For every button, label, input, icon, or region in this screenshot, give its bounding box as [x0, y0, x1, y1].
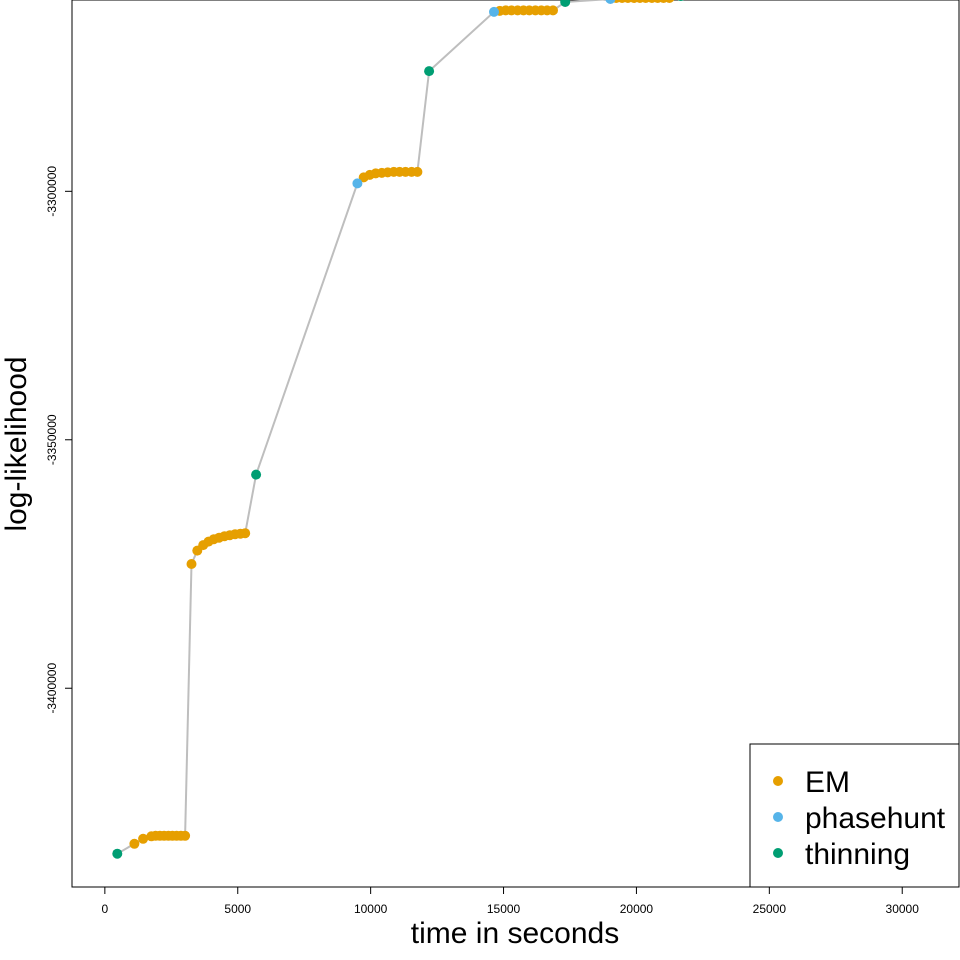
x-tick-label: 30000 [886, 902, 920, 916]
point-em [138, 833, 149, 844]
x-tick-label: 20000 [620, 902, 654, 916]
y-tick-label: -3350000 [45, 414, 59, 465]
x-tick-label: 25000 [753, 902, 787, 916]
y-tick-label: -3300000 [45, 166, 59, 217]
x-tick-label: 5000 [224, 902, 251, 916]
legend-label-em: EM [805, 766, 850, 799]
legend-label-thinning: thinning [805, 838, 910, 871]
point-em [664, 0, 674, 3]
legend-label-phasehunt: phasehunt [805, 802, 946, 835]
point-phasehunt [605, 0, 616, 4]
point-thinning [112, 848, 123, 859]
point-em [548, 5, 558, 16]
x-tick-label: 0 [102, 902, 109, 916]
data-points-layer [112, 0, 684, 859]
point-em [180, 830, 191, 841]
point-em [129, 838, 140, 849]
x-axis: 0 5000 10000 15000 20000 25000 30000 [102, 886, 920, 916]
point-thinning [560, 0, 571, 7]
legend: EM phasehunt thinning [749, 743, 960, 888]
point-em [186, 559, 197, 569]
legend-marker-em [773, 776, 783, 786]
point-phasehunt [352, 178, 363, 189]
y-axis: -3400000 -3350000 -3300000 [45, 166, 73, 714]
x-axis-title: time in seconds [411, 917, 619, 950]
point-phasehunt [489, 6, 499, 17]
legend-marker-phasehunt [773, 812, 783, 822]
point-thinning [424, 66, 435, 77]
legend-box [749, 743, 960, 888]
legend-marker-thinning [773, 848, 783, 858]
point-thinning [251, 469, 262, 480]
x-tick-label: 10000 [354, 902, 388, 916]
point-em [240, 528, 251, 539]
x-tick-label: 15000 [487, 902, 521, 916]
y-axis-title: log-likelihood [0, 356, 33, 531]
y-tick-label: -3400000 [45, 663, 59, 714]
point-thinning [677, 0, 684, 1]
point-em [412, 166, 423, 177]
